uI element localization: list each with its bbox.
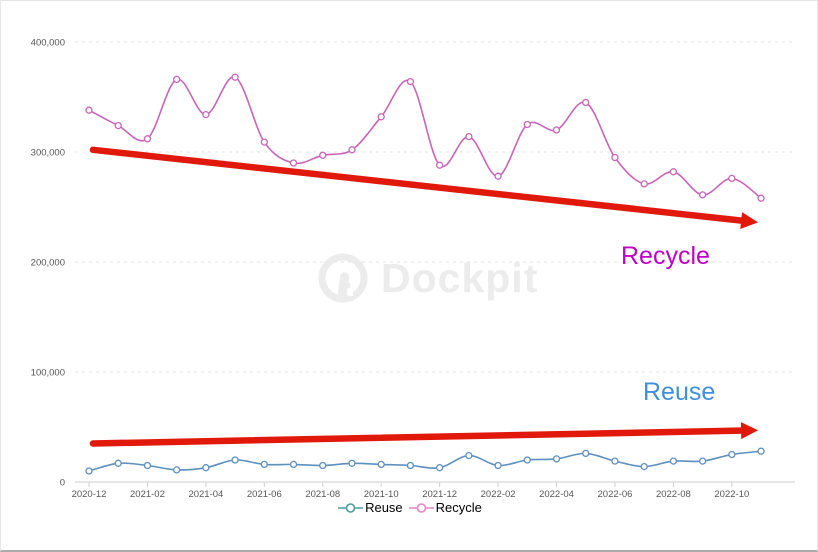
x-axis-label: 2020-12: [72, 489, 107, 500]
data-point-recycle[interactable]: [523, 120, 531, 129]
trend-arrow-line-reuse: [89, 427, 749, 447]
x-axis-label: 2021-04: [188, 489, 223, 500]
trend-arrow-head-recycle: [740, 212, 759, 230]
legend-item-recycle[interactable]: Recycle: [408, 500, 482, 515]
x-axis-label: 2022-04: [539, 489, 574, 500]
data-point-reuse[interactable]: [640, 462, 648, 471]
data-point-reuse[interactable]: [231, 456, 239, 464]
recycle-trend-label: Recycle: [621, 242, 710, 270]
reuse-trend-label: Reuse: [643, 378, 716, 406]
data-point-reuse[interactable]: [465, 451, 473, 460]
data-point-recycle[interactable]: [114, 121, 122, 130]
data-point-recycle[interactable]: [611, 153, 619, 162]
data-point-recycle[interactable]: [260, 138, 268, 146]
data-point-recycle[interactable]: [640, 180, 648, 188]
data-point-reuse[interactable]: [698, 457, 707, 465]
data-point-recycle[interactable]: [377, 113, 385, 121]
data-point-reuse[interactable]: [348, 459, 356, 467]
data-point-reuse[interactable]: [406, 461, 415, 470]
chart-legend: Reuse Recycle: [1, 500, 817, 515]
data-point-reuse[interactable]: [377, 460, 385, 469]
data-point-recycle[interactable]: [582, 98, 590, 107]
data-point-reuse[interactable]: [319, 461, 327, 470]
x-axis-label: 2021-06: [247, 489, 282, 500]
data-point-recycle[interactable]: [698, 191, 707, 199]
data-point-recycle[interactable]: [173, 75, 181, 84]
data-point-recycle[interactable]: [669, 168, 678, 176]
data-point-recycle[interactable]: [348, 146, 356, 154]
y-axis-label: 300,000: [31, 148, 65, 159]
data-point-reuse[interactable]: [114, 459, 122, 467]
data-point-recycle[interactable]: [202, 110, 210, 119]
data-point-recycle[interactable]: [757, 194, 765, 202]
data-point-reuse[interactable]: [728, 450, 736, 459]
data-point-reuse[interactable]: [582, 449, 590, 458]
data-point-reuse[interactable]: [523, 456, 531, 464]
x-axis-label: 2022-08: [656, 489, 691, 500]
data-point-reuse[interactable]: [260, 460, 268, 469]
legend-label: Recycle: [435, 500, 482, 515]
data-point-reuse[interactable]: [173, 466, 181, 474]
legend-item-reuse[interactable]: Reuse: [338, 500, 403, 515]
data-point-recycle[interactable]: [289, 159, 298, 167]
legend-label: Reuse: [365, 500, 403, 515]
y-axis-label: 200,000: [31, 258, 65, 269]
series-line-reuse: [88, 450, 762, 472]
data-point-reuse[interactable]: [552, 455, 561, 463]
x-axis-label: 2021-12: [422, 489, 457, 500]
x-axis-label: 2021-08: [305, 489, 340, 500]
data-point-recycle[interactable]: [143, 135, 152, 143]
data-point-recycle[interactable]: [319, 151, 327, 159]
legend-marker-recycle-icon: [408, 502, 434, 513]
data-point-reuse[interactable]: [494, 461, 502, 470]
series-line-recycle: [88, 76, 762, 199]
data-point-recycle[interactable]: [465, 132, 473, 141]
data-point-recycle[interactable]: [552, 126, 561, 134]
data-point-reuse[interactable]: [757, 447, 765, 455]
data-point-reuse[interactable]: [143, 461, 152, 470]
x-axis-label: 2022-02: [481, 489, 516, 500]
data-point-recycle[interactable]: [231, 73, 239, 81]
data-point-recycle[interactable]: [494, 172, 502, 180]
data-point-reuse[interactable]: [669, 457, 678, 465]
y-axis-label: 400,000: [31, 38, 65, 49]
trend-arrow-line-recycle: [89, 146, 749, 225]
y-axis-label: 100,000: [31, 368, 65, 379]
legend-marker-reuse-icon: [338, 502, 364, 513]
data-point-reuse[interactable]: [202, 464, 210, 472]
data-point-reuse[interactable]: [435, 464, 444, 472]
data-point-reuse[interactable]: [289, 460, 298, 469]
x-axis-label: 2021-02: [130, 489, 165, 500]
data-point-reuse[interactable]: [85, 467, 93, 475]
x-axis-label: 2022-06: [598, 489, 633, 500]
trend-arrow-head-reuse: [740, 422, 759, 440]
y-axis-label: 0: [60, 478, 65, 489]
data-point-reuse[interactable]: [611, 457, 619, 465]
data-point-recycle[interactable]: [728, 174, 736, 183]
data-point-recycle[interactable]: [406, 77, 415, 86]
x-axis-label: 2021-10: [364, 489, 399, 500]
data-point-recycle[interactable]: [435, 161, 444, 169]
data-point-recycle[interactable]: [85, 106, 93, 114]
x-axis-label: 2022-10: [714, 489, 749, 500]
